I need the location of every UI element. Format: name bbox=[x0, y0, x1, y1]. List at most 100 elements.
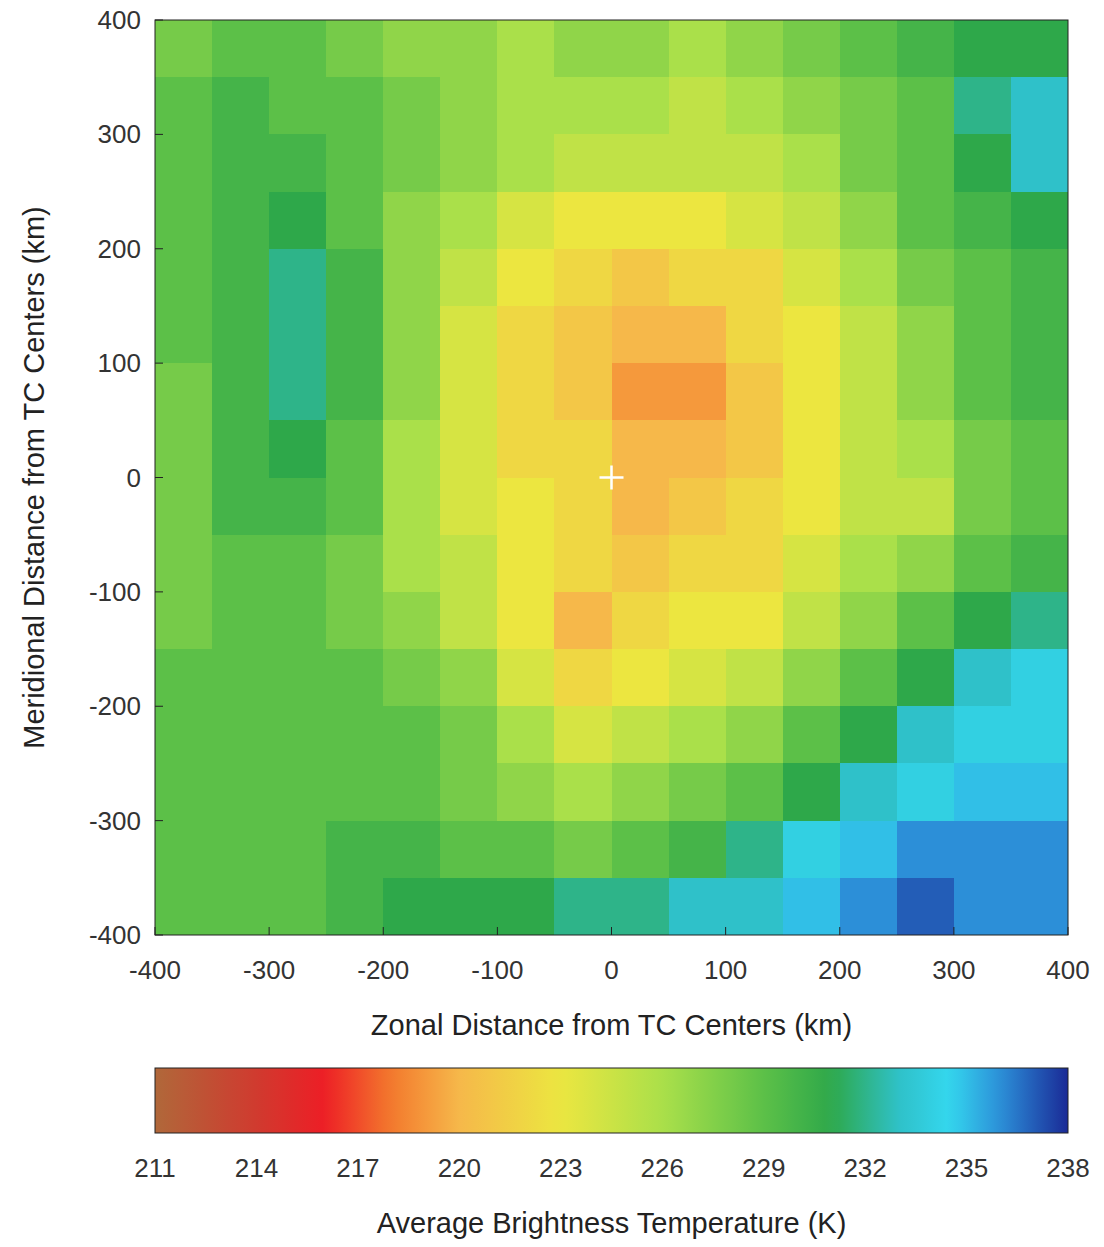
y-tick bbox=[155, 477, 163, 478]
heat-cell bbox=[783, 20, 841, 78]
heat-cell bbox=[554, 649, 612, 707]
heat-cell bbox=[497, 363, 555, 421]
heat-cell bbox=[840, 706, 898, 764]
heat-cell bbox=[726, 763, 784, 821]
heat-cell bbox=[897, 878, 955, 935]
heat-cell bbox=[326, 706, 384, 764]
heat-cell bbox=[155, 192, 213, 250]
heat-cell bbox=[612, 592, 670, 650]
heat-cell bbox=[554, 706, 612, 764]
heat-cell bbox=[155, 77, 213, 135]
heat-cell bbox=[954, 649, 1012, 707]
heat-cell bbox=[783, 134, 841, 192]
heat-cell bbox=[383, 420, 441, 478]
heat-cell bbox=[897, 249, 955, 307]
heat-cell bbox=[612, 363, 670, 421]
heat-cell bbox=[269, 821, 327, 879]
heat-cell bbox=[269, 306, 327, 364]
heat-cell bbox=[840, 363, 898, 421]
heat-cell bbox=[497, 821, 555, 879]
heat-cell bbox=[612, 535, 670, 593]
heat-cell bbox=[612, 134, 670, 192]
heat-cell bbox=[783, 878, 841, 935]
x-tick-label: 200 bbox=[818, 955, 861, 985]
y-tick bbox=[155, 935, 163, 936]
heat-cell bbox=[840, 192, 898, 250]
heat-cell bbox=[383, 649, 441, 707]
heat-cell bbox=[669, 420, 727, 478]
heat-cell bbox=[269, 249, 327, 307]
heat-cell bbox=[726, 478, 784, 536]
x-tick bbox=[497, 927, 498, 935]
heat-cell bbox=[269, 420, 327, 478]
heat-cell bbox=[440, 592, 498, 650]
heat-cell bbox=[1011, 478, 1068, 536]
heat-cell bbox=[440, 706, 498, 764]
heat-cell bbox=[383, 763, 441, 821]
heat-cell bbox=[1011, 363, 1068, 421]
heat-cell bbox=[554, 192, 612, 250]
heat-cell bbox=[783, 535, 841, 593]
heat-cell bbox=[897, 649, 955, 707]
heat-cell bbox=[269, 878, 327, 935]
heat-cell bbox=[440, 535, 498, 593]
heat-cell bbox=[155, 821, 213, 879]
heat-cell bbox=[954, 192, 1012, 250]
heat-cell bbox=[155, 20, 213, 78]
x-tick-label: -400 bbox=[129, 955, 181, 985]
heat-cell bbox=[383, 192, 441, 250]
heat-cell bbox=[954, 420, 1012, 478]
heat-cell bbox=[326, 363, 384, 421]
heat-cell bbox=[155, 763, 213, 821]
heat-cell bbox=[897, 20, 955, 78]
heat-cell bbox=[840, 878, 898, 935]
heat-cell bbox=[840, 592, 898, 650]
heat-cell bbox=[383, 249, 441, 307]
heat-cell bbox=[326, 478, 384, 536]
heat-cell bbox=[726, 535, 784, 593]
heat-cell bbox=[954, 878, 1012, 935]
heat-cell bbox=[612, 420, 670, 478]
heat-cell bbox=[840, 20, 898, 78]
heat-cell bbox=[669, 535, 727, 593]
heat-cell bbox=[269, 192, 327, 250]
x-tick bbox=[953, 927, 954, 935]
heat-cell bbox=[155, 706, 213, 764]
heat-cell bbox=[840, 420, 898, 478]
heat-cell bbox=[212, 763, 270, 821]
heat-cell bbox=[440, 77, 498, 135]
heat-cell bbox=[726, 363, 784, 421]
heat-cell bbox=[669, 706, 727, 764]
heat-cell bbox=[669, 134, 727, 192]
heatmap bbox=[155, 20, 1068, 935]
heat-cell bbox=[783, 706, 841, 764]
heat-cell bbox=[383, 821, 441, 879]
heat-cell bbox=[440, 878, 498, 935]
heat-cell bbox=[326, 249, 384, 307]
heat-cell bbox=[326, 77, 384, 135]
heat-cell bbox=[612, 706, 670, 764]
colorbar-tick-label: 229 bbox=[742, 1153, 785, 1183]
heat-cell bbox=[554, 20, 612, 78]
heat-cell bbox=[783, 249, 841, 307]
heat-cell bbox=[954, 706, 1012, 764]
heat-cell bbox=[726, 592, 784, 650]
heat-cell bbox=[1011, 878, 1068, 935]
heat-cell bbox=[440, 306, 498, 364]
heat-cell bbox=[326, 649, 384, 707]
heat-cell bbox=[669, 249, 727, 307]
heat-cell bbox=[897, 134, 955, 192]
heat-cell bbox=[669, 192, 727, 250]
heat-cell bbox=[1011, 306, 1068, 364]
heat-cell bbox=[1011, 592, 1068, 650]
colorbar bbox=[155, 1068, 1068, 1133]
y-tick-label: -100 bbox=[89, 577, 141, 607]
heat-cell bbox=[497, 20, 555, 78]
heat-cell bbox=[612, 306, 670, 364]
heat-cell bbox=[669, 592, 727, 650]
heat-cell bbox=[497, 192, 555, 250]
heat-cell bbox=[497, 306, 555, 364]
heat-cell bbox=[155, 478, 213, 536]
x-tick-label: 0 bbox=[604, 955, 618, 985]
heat-cell bbox=[612, 821, 670, 879]
